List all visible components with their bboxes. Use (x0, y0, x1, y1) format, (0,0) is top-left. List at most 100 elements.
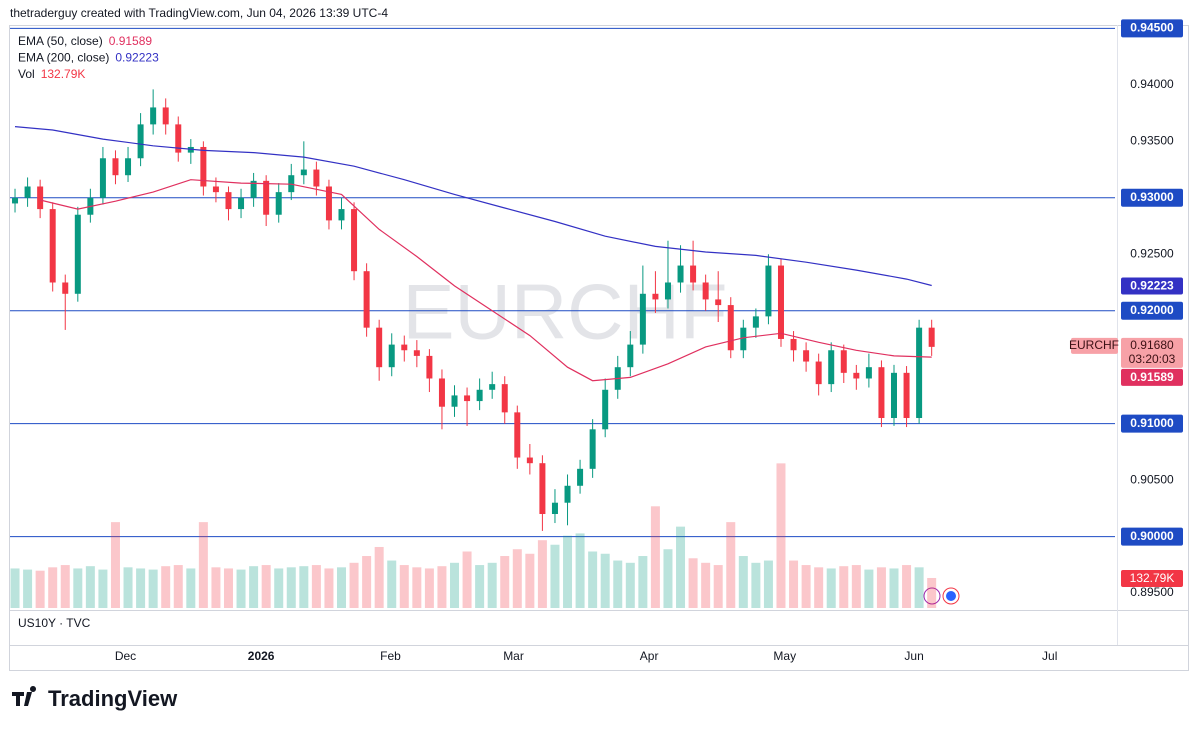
candle-body (589, 429, 596, 469)
candle-body (112, 158, 119, 176)
candle-body (238, 197, 245, 210)
volume-bar (676, 526, 686, 608)
volume-bar (839, 566, 849, 608)
level-label-box (1121, 301, 1183, 320)
candle-body (664, 282, 671, 300)
volume-bar (98, 569, 108, 608)
candle-body (351, 209, 358, 272)
x-tick-label: 2026 (248, 649, 275, 663)
candle-body (652, 293, 659, 300)
last-price-box (1121, 337, 1183, 368)
volume-bar (751, 562, 761, 608)
volume-bar (85, 566, 95, 608)
candle-body (250, 180, 257, 198)
x-tick-label: Apr (640, 649, 659, 663)
volume-bar (726, 522, 736, 608)
volume-bar (274, 568, 284, 608)
volume-bar (123, 567, 133, 608)
y-tick-label: 0.89500 (1130, 585, 1174, 599)
volume-bar (324, 568, 334, 608)
candle-body (62, 282, 69, 294)
volume-bar (475, 565, 485, 608)
y-tick-label: 0.94000 (1130, 77, 1174, 91)
volume-bar (713, 565, 723, 608)
candle-body (451, 395, 458, 407)
event-icon[interactable] (923, 587, 941, 605)
candle-body (438, 378, 445, 407)
volume-bar (249, 566, 259, 608)
volume-bar (399, 565, 409, 608)
volume-bar (362, 556, 372, 608)
candle-body (212, 186, 219, 193)
candle-body (325, 186, 332, 221)
candle-body (275, 192, 282, 215)
volume-bar (136, 568, 146, 608)
volume-bar (851, 565, 861, 608)
y-tick-label: 0.91000 (1130, 416, 1174, 430)
volume-bar (437, 566, 447, 608)
volume-bar (789, 560, 799, 608)
volume-bar (387, 560, 397, 608)
volume-bar (550, 544, 560, 608)
volume-bar (826, 568, 836, 608)
candle-body (313, 169, 320, 187)
volume-bar (500, 556, 510, 608)
candle-body (828, 350, 835, 385)
candle-body (727, 305, 734, 351)
y-tick-label: 0.90500 (1130, 472, 1174, 486)
volume-bar (613, 560, 623, 608)
candle-body (263, 180, 270, 215)
event-icon-inner (946, 591, 956, 601)
candle-body (752, 316, 759, 328)
candle-body (99, 158, 106, 198)
y-tick-label: 0.92500 (1130, 246, 1174, 260)
x-tick-label: Mar (503, 649, 524, 663)
candle-body (903, 372, 910, 419)
volume-bar (186, 568, 196, 608)
volume-bar (914, 567, 924, 608)
candle-body (476, 389, 483, 402)
volume-bar (48, 567, 58, 608)
volume-bar (537, 540, 547, 608)
volume-bar (412, 567, 422, 608)
volume-bar (148, 569, 158, 608)
volume-bar (512, 549, 522, 608)
candle-body (150, 107, 157, 125)
x-tick-label: Jul (1042, 649, 1057, 663)
volume-value-box (1121, 569, 1183, 587)
volume-bar (374, 546, 384, 608)
y-tick-label: 0.92000 (1130, 303, 1174, 317)
volume-bar (110, 522, 120, 608)
candle-body (175, 124, 182, 153)
ema-value-label: 0.91589 (1130, 370, 1174, 384)
ema-value-box (1121, 277, 1183, 295)
volume-bar (23, 569, 33, 608)
volume-bar (198, 522, 208, 608)
candle-body (200, 146, 207, 187)
y-tick-label: 0.94500 (1130, 21, 1174, 35)
y-tick-label: 0.90000 (1130, 529, 1174, 543)
volume-bar (450, 562, 460, 608)
ema-value-label: 0.92223 (1130, 279, 1174, 293)
x-tick-label: Dec (115, 649, 136, 663)
candle-body (514, 412, 521, 458)
symbol-label: EURCHF (1069, 338, 1119, 352)
volume-bar (575, 533, 585, 608)
candle-body (677, 265, 684, 283)
volume-bar (60, 565, 70, 608)
symbol-box (1071, 337, 1118, 354)
ema-line (14, 126, 932, 287)
volume-bar (462, 551, 472, 608)
x-tick-label: Feb (380, 649, 401, 663)
candle-body (137, 124, 144, 159)
countdown-label: 03:20:03 (1129, 352, 1176, 366)
volume-bar (763, 560, 773, 608)
volume-bar (663, 549, 673, 608)
watermark: EURCHF (403, 268, 728, 356)
level-label-box (1121, 527, 1183, 546)
attribution: thetraderguy created with TradingView.co… (10, 6, 388, 20)
volume-bar (738, 556, 748, 608)
volume-bar (311, 565, 321, 608)
legend-value: 0.91589 (109, 34, 153, 48)
